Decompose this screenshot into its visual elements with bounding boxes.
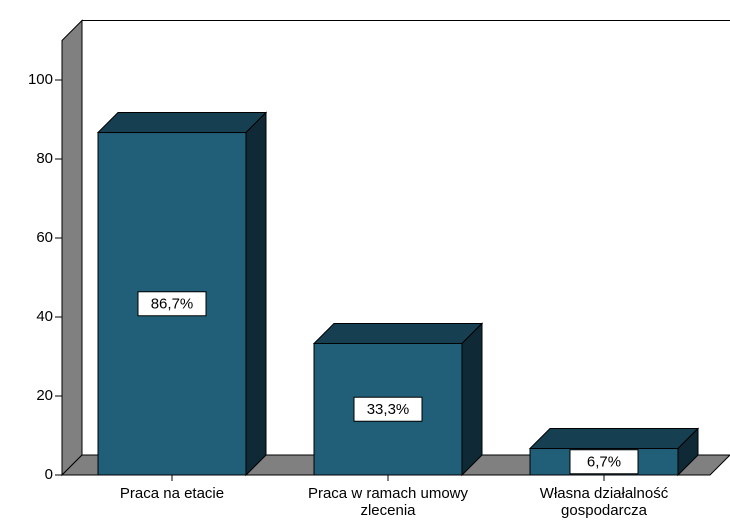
value-label-box [569, 449, 639, 475]
bar-top [96, 112, 268, 134]
value-label: 86,7% [151, 296, 194, 313]
y-tick-label: 0 [45, 466, 53, 483]
y-tick-label: 40 [36, 308, 53, 325]
y-tick-label: 60 [36, 229, 53, 246]
bar-top [312, 322, 484, 344]
left-wall [61, 19, 83, 477]
value-label: 6,7% [587, 454, 621, 471]
y-tick-label: 100 [28, 71, 53, 88]
x-tick-label: Praca na etacie [119, 485, 225, 502]
bar-side [245, 111, 267, 477]
value-label: 33,3% [367, 401, 410, 418]
value-label-box [353, 396, 423, 422]
x-tick-label: Praca w ramach umowy zlecenia [307, 485, 469, 519]
y-tick-label: 20 [36, 387, 53, 404]
y-tick-label: 80 [36, 150, 53, 167]
value-label-box [137, 291, 207, 317]
bar-top [528, 428, 700, 450]
bar-side [461, 322, 483, 477]
x-tick-label: Własna działalność gospodarcza [539, 485, 669, 519]
